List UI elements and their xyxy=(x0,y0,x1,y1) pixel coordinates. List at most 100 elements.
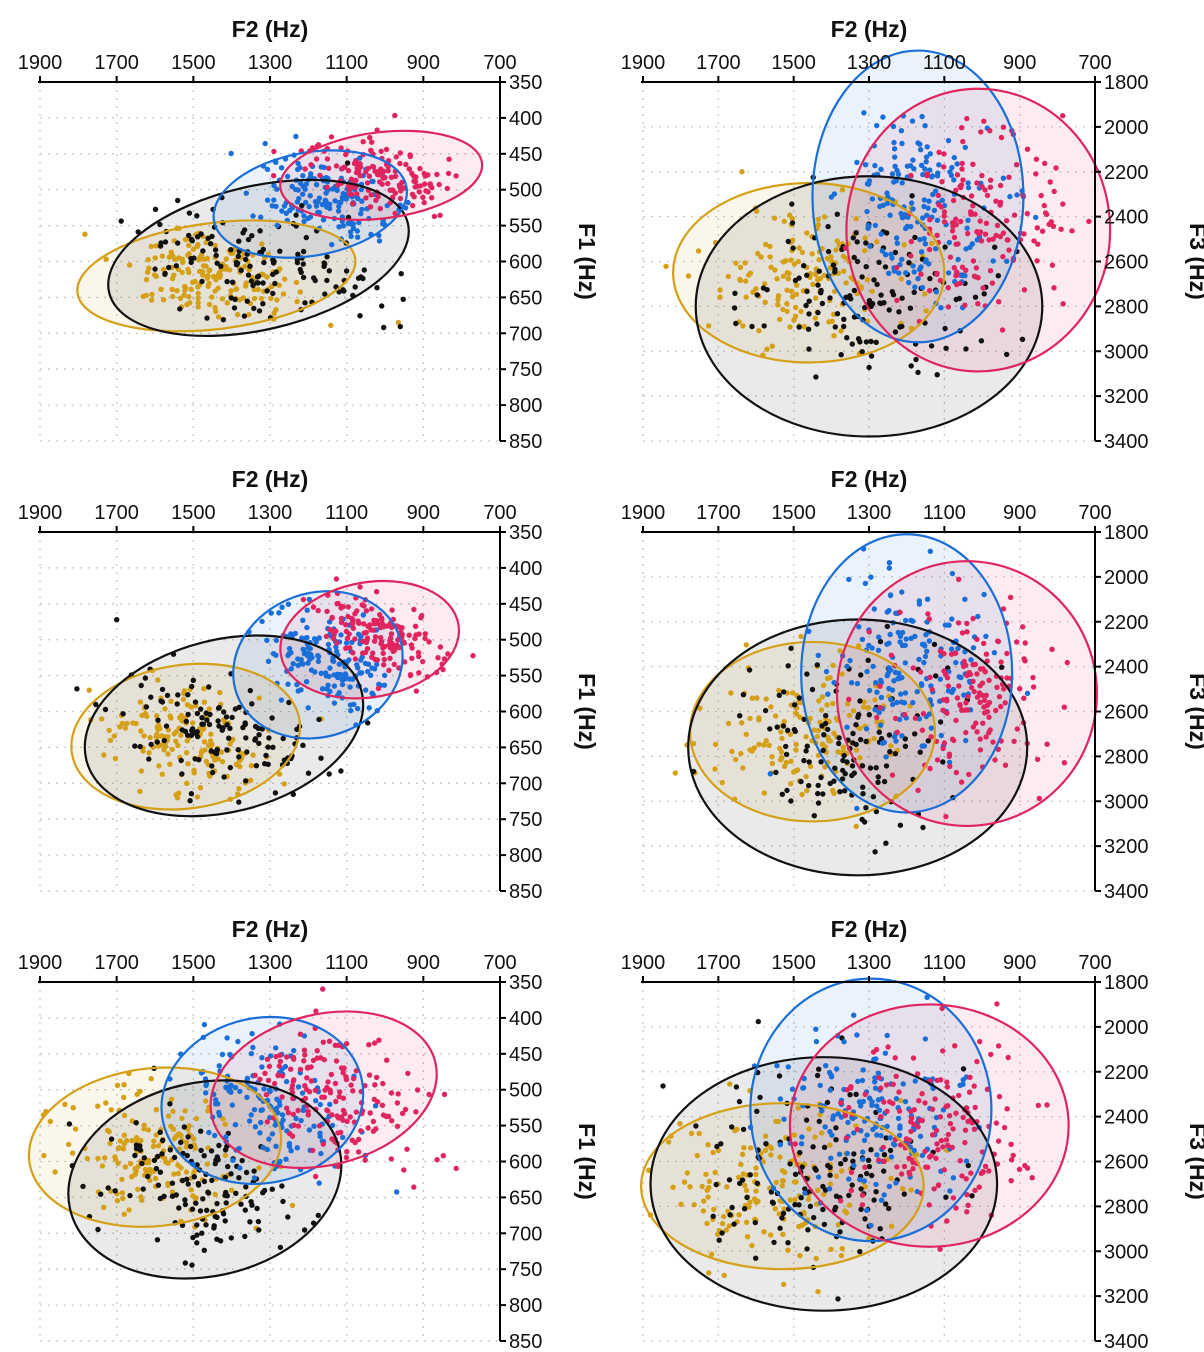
data-point-orange xyxy=(170,1126,177,1132)
data-point-black xyxy=(199,1230,205,1236)
data-point-red xyxy=(1008,1178,1014,1184)
data-point-black xyxy=(226,735,232,741)
data-point-black xyxy=(912,731,918,737)
data-point-orange xyxy=(685,273,692,279)
data-point-orange xyxy=(240,295,247,301)
data-point-blue xyxy=(295,1084,302,1090)
data-point-blue xyxy=(889,255,895,261)
data-point-red xyxy=(324,608,330,615)
data-point-black xyxy=(804,743,810,749)
data-point-blue xyxy=(306,203,312,210)
data-point-orange xyxy=(153,734,159,740)
data-point-blue xyxy=(264,166,271,172)
data-point-orange xyxy=(217,689,223,696)
data-point-red xyxy=(312,1087,319,1094)
x-tick-label: 1700 xyxy=(696,952,741,974)
data-point-orange xyxy=(781,718,787,725)
data-point-black xyxy=(214,1236,220,1242)
data-point-black xyxy=(159,1151,165,1157)
data-point-red xyxy=(285,1110,292,1116)
data-point-red xyxy=(412,623,419,629)
data-point-orange xyxy=(165,1113,172,1119)
data-point-blue xyxy=(921,743,928,749)
data-point-orange xyxy=(793,711,800,717)
data-point-blue xyxy=(299,635,305,641)
data-point-orange xyxy=(865,704,872,711)
data-point-orange xyxy=(787,324,793,330)
data-point-orange xyxy=(294,298,300,305)
data-point-red xyxy=(350,625,356,631)
data-point-blue xyxy=(857,1176,863,1183)
data-point-blue xyxy=(324,686,330,692)
data-point-red xyxy=(925,1164,931,1171)
data-point-blue xyxy=(847,657,853,664)
data-point-orange xyxy=(190,279,196,285)
data-point-orange xyxy=(922,291,928,297)
data-point-orange xyxy=(772,1206,778,1212)
data-point-orange xyxy=(203,1098,209,1104)
data-point-blue xyxy=(259,1064,265,1070)
data-point-blue xyxy=(273,1045,279,1051)
data-point-red xyxy=(945,1142,951,1149)
data-point-black xyxy=(866,297,873,304)
x-tick-label: 1700 xyxy=(94,502,139,524)
data-point-black xyxy=(909,193,915,199)
data-point-orange xyxy=(247,777,254,783)
data-point-red xyxy=(437,212,443,218)
data-point-red xyxy=(987,177,994,183)
data-point-orange xyxy=(768,1232,774,1238)
data-point-blue xyxy=(870,1126,876,1133)
data-point-orange xyxy=(871,736,877,742)
data-point-blue xyxy=(360,612,366,618)
data-point-orange xyxy=(86,687,92,693)
y-tick-label: 750 xyxy=(509,809,542,831)
data-point-black xyxy=(825,726,831,733)
data-point-orange xyxy=(900,1186,906,1192)
data-point-blue xyxy=(278,165,285,171)
data-point-blue xyxy=(358,657,364,663)
data-point-black xyxy=(857,736,864,743)
data-point-red xyxy=(941,213,947,219)
data-point-black xyxy=(183,718,189,725)
data-point-black xyxy=(710,1213,716,1220)
data-point-black xyxy=(736,1098,743,1105)
data-point-black xyxy=(254,274,261,280)
data-point-blue xyxy=(374,661,380,668)
data-point-orange xyxy=(122,725,129,731)
data-point-orange xyxy=(839,187,846,193)
data-point-black xyxy=(783,743,789,750)
data-point-red xyxy=(374,1074,380,1081)
data-point-black xyxy=(693,1123,699,1129)
data-point-blue xyxy=(313,182,320,188)
data-point-orange xyxy=(812,1134,818,1140)
data-point-black xyxy=(718,1141,724,1147)
data-point-orange xyxy=(801,324,808,330)
data-point-red xyxy=(1024,210,1031,217)
data-point-red xyxy=(1035,1102,1042,1109)
ellipse-fill-blue xyxy=(233,591,403,739)
data-point-black xyxy=(188,259,194,266)
data-point-black xyxy=(789,201,795,207)
data-point-blue xyxy=(251,1175,258,1181)
data-point-red xyxy=(844,1087,850,1093)
data-point-black xyxy=(206,684,212,690)
data-point-black xyxy=(155,717,161,723)
data-point-black xyxy=(815,282,821,288)
data-point-black xyxy=(883,840,889,846)
data-point-red xyxy=(409,170,415,177)
data-point-black xyxy=(293,212,299,218)
data-point-blue xyxy=(300,173,306,179)
data-point-red xyxy=(350,1075,357,1082)
data-point-black xyxy=(851,1151,857,1157)
data-point-orange xyxy=(106,727,112,733)
y-tick-label: 2400 xyxy=(1104,1107,1149,1129)
data-point-black xyxy=(741,1206,748,1212)
data-point-red xyxy=(980,720,986,726)
data-point-red xyxy=(363,195,369,201)
data-point-blue xyxy=(893,1180,899,1186)
data-point-red xyxy=(394,1100,401,1106)
data-point-red xyxy=(924,171,930,177)
data-point-red xyxy=(431,213,438,220)
data-point-black xyxy=(804,671,810,677)
